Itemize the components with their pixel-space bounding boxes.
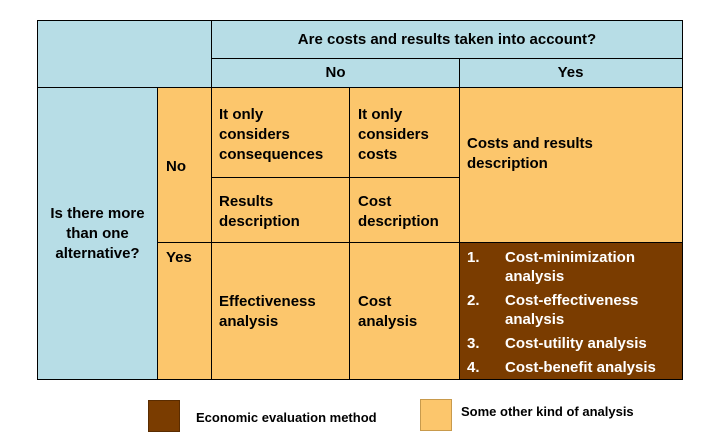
- row-yes-label: Yes: [157, 242, 212, 380]
- cost-description-cell: Cost description: [350, 177, 459, 242]
- row-line-b: [157, 242, 682, 243]
- corner-cell: [38, 21, 212, 88]
- consequences-only-cell: It only considers consequences: [212, 88, 350, 177]
- economic-methods-list: 1. Cost-minimization analysis 2. Cost-effe…: [467, 248, 677, 382]
- column-question: Are costs and results taken into account…: [212, 21, 682, 58]
- method-number: 1.: [467, 249, 480, 266]
- method-item: 4. Cost-benefit analysis: [467, 358, 677, 377]
- method-label: Cost-effectiveness analysis: [505, 292, 639, 328]
- legend-other-label: Some other kind of analysis: [461, 404, 634, 419]
- border-bottom: [37, 379, 683, 380]
- col-line-a: [211, 20, 212, 380]
- row-line-a: [212, 177, 459, 178]
- legend-other-swatch: [420, 399, 452, 431]
- method-number: 2.: [467, 292, 480, 309]
- col-line-c: [157, 88, 158, 380]
- border-top: [38, 20, 683, 21]
- col-line-b: [459, 58, 460, 380]
- costs-results-description-cell: Costs and results description: [459, 88, 682, 242]
- border-right: [682, 20, 683, 380]
- column-no-label: No: [212, 58, 459, 88]
- header-bottom-line: [38, 87, 683, 88]
- method-item: 3. Cost-utility analysis: [467, 334, 677, 353]
- legend-economic-swatch: [148, 400, 180, 432]
- row-no-label: No: [157, 88, 212, 242]
- row-question: Is there more than one alternative?: [38, 88, 157, 380]
- method-number: 3.: [467, 335, 480, 352]
- cost-analysis-cell: Cost analysis: [350, 242, 459, 380]
- costs-only-cell: It only considers costs: [350, 88, 459, 177]
- method-label: Cost-minimization analysis: [505, 249, 635, 285]
- border-left: [37, 20, 38, 380]
- row-question-text: Is there more than one alternative?: [50, 205, 145, 262]
- results-description-cell: Results description: [212, 177, 350, 242]
- effectiveness-analysis-cell: Effectiveness analysis: [212, 242, 350, 380]
- col-line-d: [349, 88, 350, 380]
- column-yes-label: Yes: [459, 58, 682, 88]
- economic-methods-cell: 1. Cost-minimization analysis 2. Cost-effe…: [459, 242, 682, 380]
- legend-economic-label: Economic evaluation method: [196, 410, 377, 425]
- method-item: 1. Cost-minimization analysis: [467, 248, 677, 286]
- method-item: 2. Cost-effectiveness analysis: [467, 291, 677, 329]
- method-number: 4.: [467, 359, 480, 376]
- method-label: Cost-utility analysis: [505, 335, 647, 352]
- header-divider: [212, 58, 682, 59]
- method-label: Cost-benefit analysis: [505, 359, 656, 376]
